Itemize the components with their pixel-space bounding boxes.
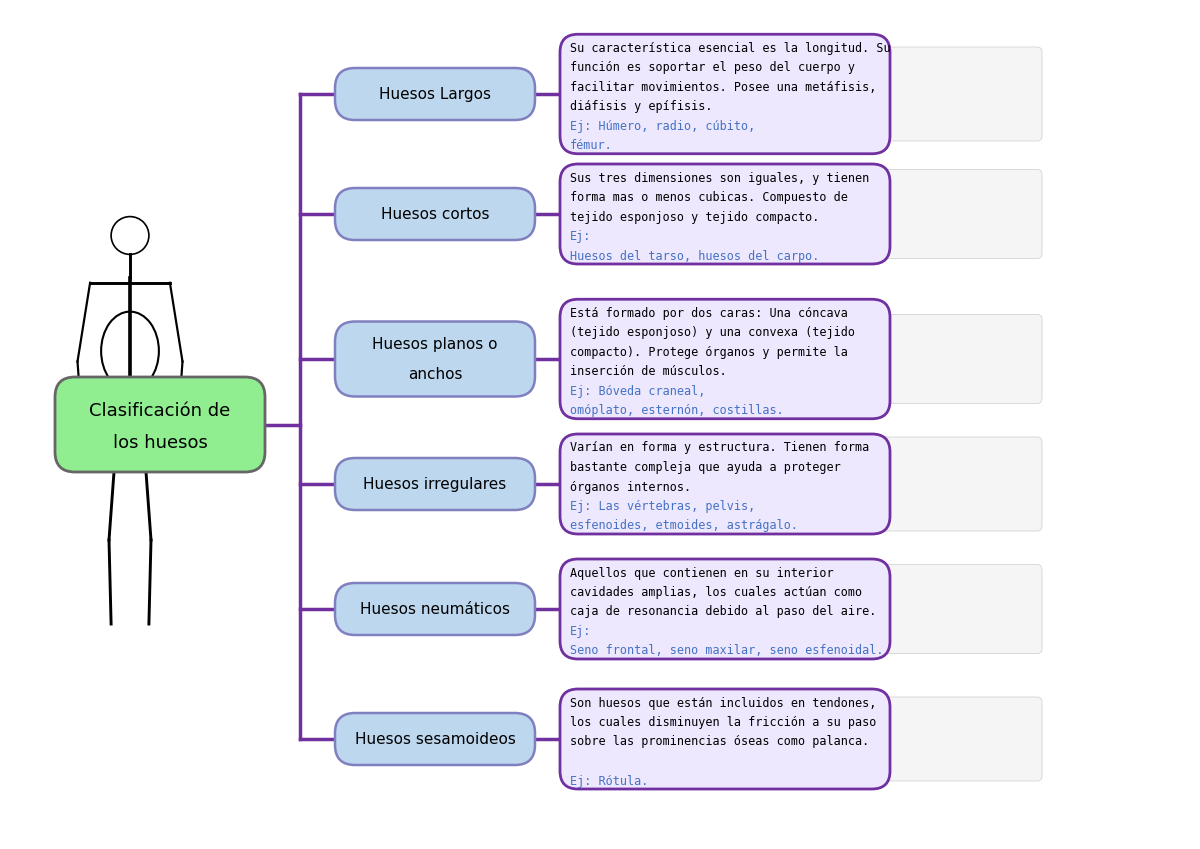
Text: Huesos cortos: Huesos cortos: [380, 206, 490, 222]
Text: fémur.: fémur.: [570, 139, 613, 152]
FancyBboxPatch shape: [55, 377, 265, 472]
FancyBboxPatch shape: [560, 164, 890, 264]
Text: omóplato, esternón, costillas.: omóplato, esternón, costillas.: [570, 404, 784, 417]
FancyBboxPatch shape: [858, 314, 1042, 403]
Text: Su característica esencial es la longitud. Su: Su característica esencial es la longitu…: [570, 42, 890, 54]
Text: forma mas o menos cubicas. Compuesto de: forma mas o menos cubicas. Compuesto de: [570, 191, 848, 204]
Text: esfenoides, etmoides, astrágalo.: esfenoides, etmoides, astrágalo.: [570, 520, 798, 532]
Text: Seno frontal, seno maxilar, seno esfenoidal.: Seno frontal, seno maxilar, seno esfenoi…: [570, 644, 883, 657]
Text: Sus tres dimensiones son iguales, y tienen: Sus tres dimensiones son iguales, y tien…: [570, 171, 869, 184]
FancyBboxPatch shape: [560, 34, 890, 154]
Text: Huesos del tarso, huesos del carpo.: Huesos del tarso, huesos del carpo.: [570, 250, 820, 262]
FancyBboxPatch shape: [858, 565, 1042, 654]
FancyBboxPatch shape: [560, 299, 890, 419]
Text: cavidades amplias, los cuales actúan como: cavidades amplias, los cuales actúan com…: [570, 586, 862, 599]
Text: Clasificación de: Clasificación de: [89, 402, 230, 419]
FancyBboxPatch shape: [335, 583, 535, 635]
Text: Ej: Húmero, radio, cúbito,: Ej: Húmero, radio, cúbito,: [570, 120, 755, 132]
Text: órganos internos.: órganos internos.: [570, 481, 698, 493]
Text: diáfisis y epífisis.: diáfisis y epífisis.: [570, 100, 720, 113]
FancyBboxPatch shape: [858, 170, 1042, 258]
FancyBboxPatch shape: [335, 68, 535, 120]
FancyBboxPatch shape: [858, 437, 1042, 531]
Text: Ej:: Ej:: [570, 230, 592, 243]
Text: Son huesos que están incluidos en tendones,: Son huesos que están incluidos en tendon…: [570, 696, 876, 710]
Circle shape: [112, 216, 149, 255]
Text: Ej: Rótula.: Ej: Rótula.: [570, 774, 648, 788]
Text: Aquellos que contienen en su interior: Aquellos que contienen en su interior: [570, 566, 834, 580]
FancyBboxPatch shape: [560, 689, 890, 789]
Text: anchos: anchos: [408, 367, 462, 381]
Text: Huesos planos o: Huesos planos o: [372, 336, 498, 351]
FancyBboxPatch shape: [858, 47, 1042, 141]
FancyBboxPatch shape: [858, 697, 1042, 781]
Text: Huesos irregulares: Huesos irregulares: [364, 476, 506, 492]
Text: los cuales disminuyen la fricción a su paso: los cuales disminuyen la fricción a su p…: [570, 716, 876, 729]
Text: facilitar movimientos. Posee una metáfisis,: facilitar movimientos. Posee una metáfis…: [570, 81, 876, 93]
Text: bastante compleja que ayuda a proteger: bastante compleja que ayuda a proteger: [570, 461, 841, 474]
Text: Huesos neumáticos: Huesos neumáticos: [360, 601, 510, 616]
Text: tejido esponjoso y tejido compacto.: tejido esponjoso y tejido compacto.: [570, 211, 827, 223]
Text: Varían en forma y estructura. Tienen forma: Varían en forma y estructura. Tienen for…: [570, 441, 869, 454]
Text: Huesos Largos: Huesos Largos: [379, 87, 491, 102]
Text: (tejido esponjoso) y una convexa (tejido: (tejido esponjoso) y una convexa (tejido: [570, 326, 854, 340]
FancyBboxPatch shape: [560, 434, 890, 534]
Text: inserción de músculos.: inserción de músculos.: [570, 365, 734, 379]
FancyBboxPatch shape: [335, 713, 535, 765]
Text: Huesos sesamoideos: Huesos sesamoideos: [354, 732, 516, 746]
Text: Está formado por dos caras: Una cóncava: Está formado por dos caras: Una cóncava: [570, 306, 848, 320]
FancyBboxPatch shape: [335, 322, 535, 396]
FancyBboxPatch shape: [560, 559, 890, 659]
Text: caja de resonancia debido al paso del aire.: caja de resonancia debido al paso del ai…: [570, 605, 883, 619]
Text: los huesos: los huesos: [113, 434, 208, 452]
Text: función es soportar el peso del cuerpo y: función es soportar el peso del cuerpo y: [570, 61, 854, 74]
Text: Ej:: Ej:: [570, 625, 592, 638]
Text: sobre las prominencias óseas como palanca.: sobre las prominencias óseas como palanc…: [570, 735, 869, 749]
FancyBboxPatch shape: [335, 458, 535, 510]
Text: Ej: Las vértebras, pelvis,: Ej: Las vértebras, pelvis,: [570, 500, 755, 513]
Text: Ej: Bóveda craneal,: Ej: Bóveda craneal,: [570, 385, 706, 397]
FancyBboxPatch shape: [335, 188, 535, 240]
Text: compacto). Protege órganos y permite la: compacto). Protege órganos y permite la: [570, 346, 848, 359]
